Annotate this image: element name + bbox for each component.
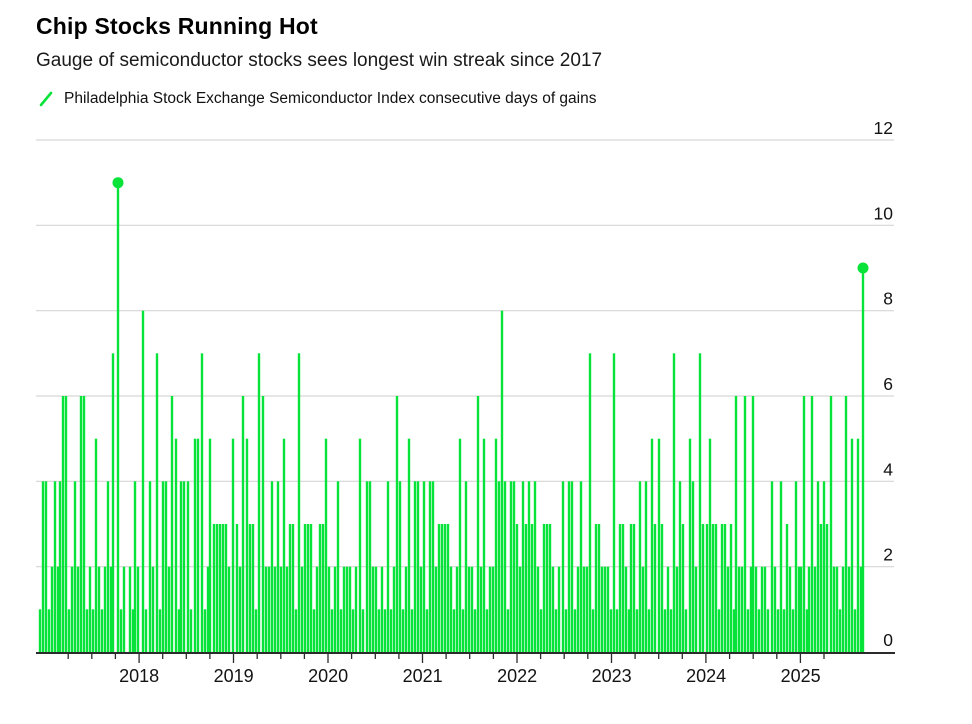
- chart-title: Chip Stocks Running Hot: [36, 13, 318, 39]
- svg-text:2018: 2018: [119, 666, 159, 686]
- svg-text:6: 6: [883, 374, 893, 394]
- legend-slash-icon: [39, 91, 53, 107]
- svg-text:2019: 2019: [214, 666, 254, 686]
- svg-text:10: 10: [874, 203, 894, 223]
- svg-text:2020: 2020: [308, 666, 348, 686]
- chart-subtitle: Gauge of semiconductor stocks sees longe…: [36, 50, 603, 71]
- legend-label: Philadelphia Stock Exchange Semiconducto…: [64, 90, 597, 107]
- svg-text:2025: 2025: [781, 666, 821, 686]
- svg-text:12: 12: [874, 118, 893, 138]
- svg-text:2024: 2024: [686, 666, 726, 686]
- svg-text:8: 8: [883, 289, 893, 309]
- svg-text:2022: 2022: [497, 666, 537, 686]
- svg-text:4: 4: [883, 459, 893, 479]
- svg-text:0: 0: [883, 630, 893, 650]
- chart-legend: Philadelphia Stock Exchange Semiconducto…: [38, 90, 597, 108]
- svg-text:2021: 2021: [403, 666, 443, 686]
- svg-text:2: 2: [883, 545, 893, 565]
- svg-text:2023: 2023: [592, 666, 632, 686]
